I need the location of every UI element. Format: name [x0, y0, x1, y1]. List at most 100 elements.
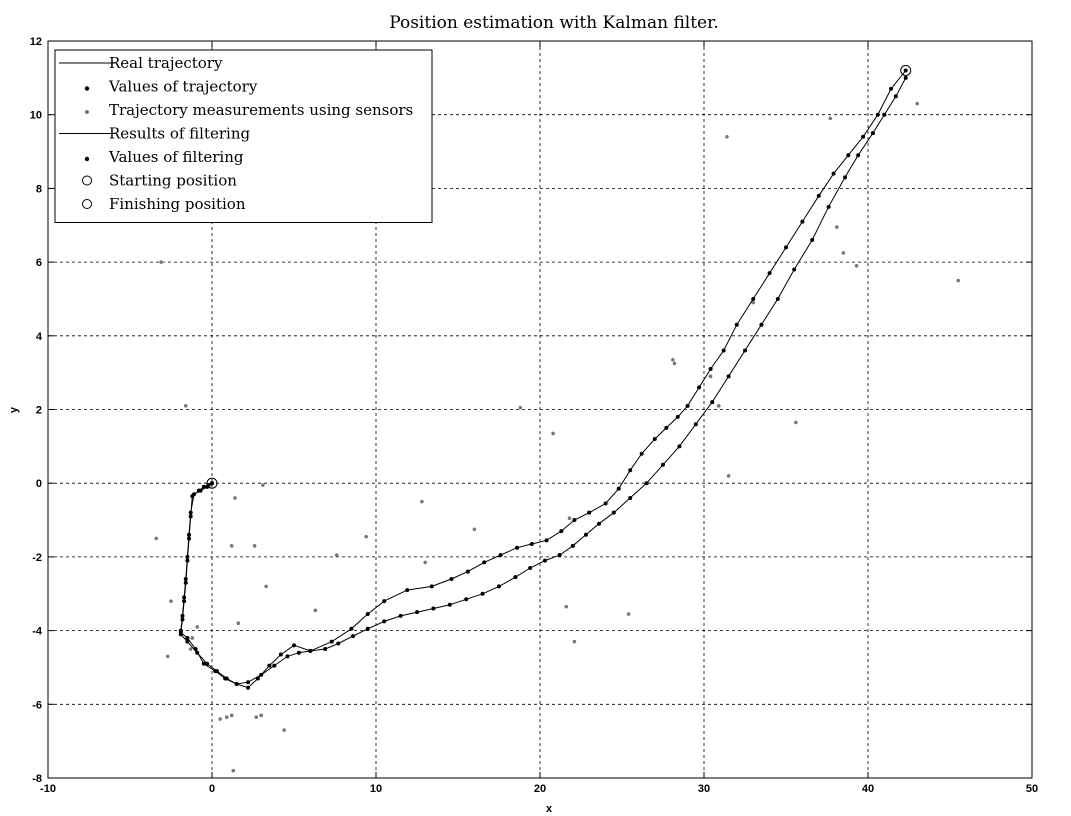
measurement-point [334, 553, 339, 557]
y-tick-label: -6 [32, 699, 42, 711]
measurement-point [259, 713, 264, 718]
measurement-point [159, 260, 163, 264]
data-point [223, 676, 228, 681]
legend-label: Real trajectory [109, 54, 223, 72]
data-point [664, 425, 669, 430]
data-point [480, 591, 485, 596]
x-tick-label: 10 [370, 783, 382, 795]
data-point [570, 543, 575, 548]
data-point [183, 580, 188, 585]
data-point [267, 663, 272, 668]
data-point [726, 374, 731, 379]
data-point [710, 400, 715, 405]
data-point [246, 680, 251, 685]
data-point [611, 510, 616, 515]
data-point [831, 171, 836, 176]
data-point [856, 153, 861, 158]
legend-measurement-swatch [85, 110, 89, 114]
data-point [398, 613, 403, 618]
data-point [792, 267, 797, 272]
data-point [187, 536, 192, 541]
measurement-point [854, 263, 859, 268]
data-point [751, 296, 756, 301]
measurement-point [420, 499, 424, 504]
data-point [528, 565, 533, 570]
data-point [816, 193, 821, 198]
data-point [382, 619, 387, 624]
legend: Real trajectory Values of trajectory Traje… [54, 49, 433, 223]
data-point [861, 134, 866, 139]
series-starting-position [206, 477, 218, 489]
data-point [449, 577, 454, 582]
data-point [185, 635, 190, 640]
data-point [447, 602, 452, 607]
measurement-point [518, 405, 523, 410]
measurement-point [264, 584, 268, 589]
series-trajectory-measurements-using-sensors [154, 101, 960, 773]
data-point [201, 661, 206, 666]
legend-label: Finishing position [109, 195, 246, 213]
data-point [188, 514, 193, 519]
data-point [482, 560, 487, 565]
measurement-point [726, 474, 731, 478]
measurement-point [956, 278, 960, 283]
data-point [587, 510, 592, 515]
measurement-point [165, 654, 170, 659]
data-point [308, 648, 313, 653]
data-point [351, 634, 356, 639]
data-point [875, 112, 880, 117]
data-point [685, 403, 690, 408]
data-point [888, 86, 893, 91]
data-point [329, 639, 334, 644]
measurement-point [169, 599, 173, 603]
x-tick-label: 50 [1026, 783, 1038, 795]
measurement-point [282, 728, 286, 732]
measurement-point [567, 516, 572, 521]
measurement-point [224, 715, 229, 719]
data-point [431, 606, 436, 611]
measurement-point [233, 496, 237, 500]
data-point [903, 68, 908, 73]
data-point [603, 501, 608, 506]
y-tick-label: 12 [30, 36, 42, 48]
data-point [365, 626, 370, 631]
legend-label: Values of filtering [108, 148, 244, 166]
data-point [323, 647, 328, 652]
position-marker [900, 64, 912, 76]
data-point [213, 669, 218, 674]
measurement-point [190, 636, 195, 640]
data-point [810, 237, 815, 242]
measurement-point [472, 527, 477, 532]
measurement-point [313, 608, 318, 613]
data-point [246, 685, 251, 690]
data-point [826, 204, 831, 209]
data-point [234, 682, 239, 687]
y-tick-label: 8 [36, 183, 42, 195]
data-point [708, 366, 713, 371]
data-point [292, 643, 296, 648]
measurement-point [252, 544, 257, 548]
data-point [734, 322, 739, 327]
data-point [843, 175, 848, 180]
data-point [597, 521, 602, 526]
measurement-point [183, 404, 188, 408]
data-point [644, 481, 649, 486]
x-tick-label: 0 [209, 783, 215, 795]
x-axis-label: x [546, 803, 553, 815]
plot-series [154, 64, 960, 773]
data-point [405, 588, 410, 593]
data-point [210, 481, 214, 486]
data-point [336, 641, 341, 646]
data-point [544, 538, 549, 543]
y-tick-label: 6 [36, 257, 42, 269]
series-values-of-filtering [178, 68, 908, 690]
data-point [882, 112, 887, 117]
y-axis-label: y [8, 406, 20, 413]
data-point [464, 597, 469, 602]
data-point [201, 484, 206, 489]
data-point [193, 647, 198, 652]
y-tick-label: -4 [32, 626, 43, 638]
x-tick-label: -10 [40, 783, 56, 795]
data-point [182, 599, 187, 604]
measurement-point [188, 647, 193, 651]
